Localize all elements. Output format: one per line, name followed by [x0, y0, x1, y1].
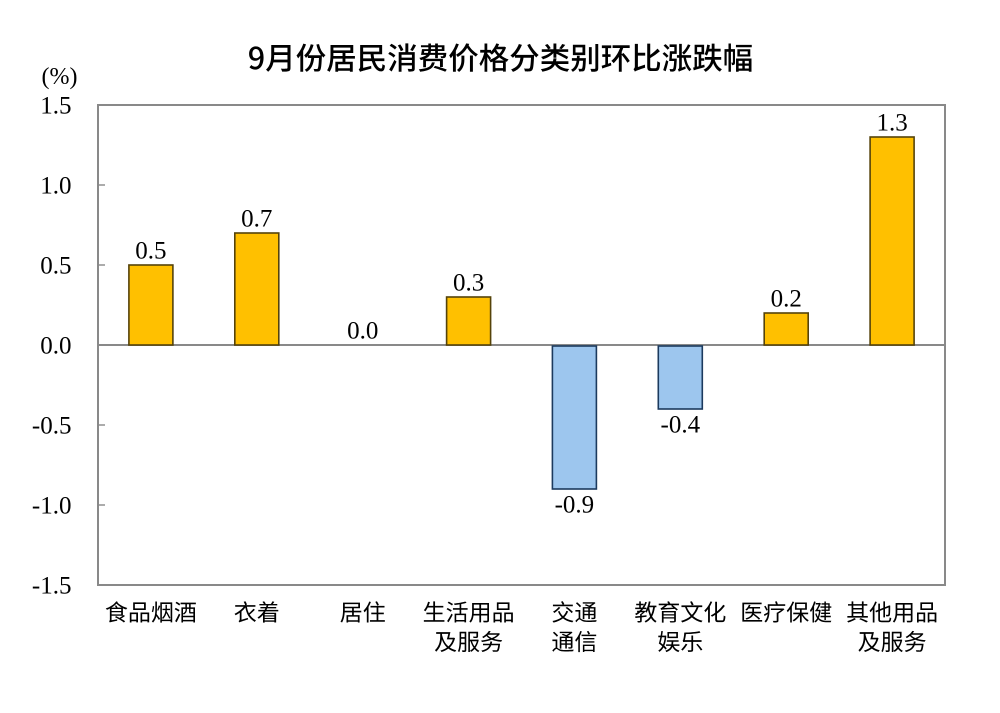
svg-text:0.5: 0.5 [135, 238, 166, 265]
svg-text:0.0: 0.0 [347, 318, 378, 345]
svg-text:1.5: 1.5 [40, 92, 71, 119]
svg-text:(%): (%) [42, 64, 78, 90]
svg-text:1.0: 1.0 [40, 172, 71, 199]
svg-text:-1.5: -1.5 [32, 572, 72, 599]
svg-text:0.7: 0.7 [241, 206, 272, 233]
svg-text:-1.0: -1.0 [32, 492, 72, 519]
svg-text:0.0: 0.0 [40, 332, 71, 359]
svg-text:0.3: 0.3 [453, 270, 484, 297]
svg-text:-0.5: -0.5 [32, 412, 72, 439]
svg-text:-0.9: -0.9 [555, 492, 595, 519]
svg-text:0.2: 0.2 [771, 286, 802, 313]
svg-text:0.5: 0.5 [40, 252, 71, 279]
svg-text:1.3: 1.3 [876, 110, 907, 137]
svg-text:-0.4: -0.4 [661, 412, 701, 439]
